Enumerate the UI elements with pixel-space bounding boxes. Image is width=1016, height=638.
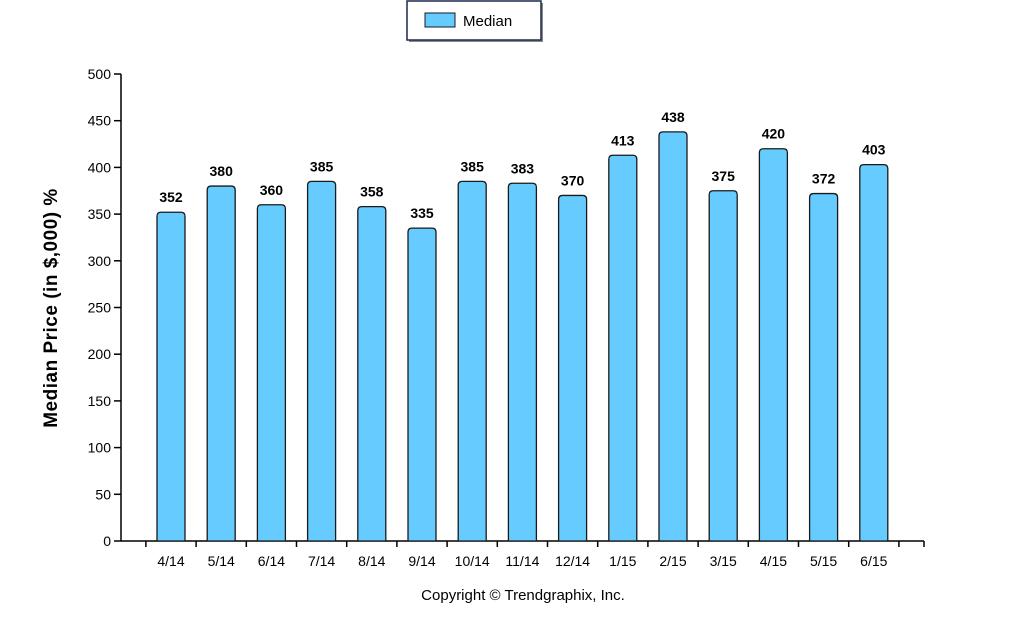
- data-label: 360: [260, 182, 284, 198]
- data-label: 403: [862, 142, 886, 158]
- data-label: 358: [360, 184, 384, 200]
- y-tick-label: 250: [88, 300, 112, 316]
- legend: Median: [406, 0, 543, 42]
- bar-3-15: [708, 190, 738, 542]
- bar-5-14: [206, 185, 236, 542]
- data-label: 385: [461, 158, 485, 174]
- bar-4-15: [758, 148, 789, 542]
- y-tick-label: 100: [88, 440, 112, 456]
- x-tick-label: 10/14: [455, 553, 490, 569]
- y-tick-label: 400: [88, 159, 112, 175]
- bar-10-14: [457, 180, 487, 542]
- x-tick-label: 9/14: [408, 553, 435, 569]
- data-label: 380: [210, 163, 234, 179]
- y-axis-title: Median Price (in $,000) %: [41, 188, 62, 428]
- bar-5-15: [808, 192, 839, 542]
- data-label: 438: [661, 109, 685, 125]
- bar-7-14: [306, 180, 337, 542]
- x-tick-label: 7/14: [308, 553, 335, 569]
- copyright-text: Copyright © Trendgraphix, Inc.: [421, 587, 625, 604]
- bar-6-15: [859, 163, 889, 542]
- bar-1-15: [608, 154, 638, 542]
- y-tick-label: 300: [88, 253, 112, 269]
- bar-12-14: [557, 194, 588, 542]
- bar-8-14: [357, 205, 387, 542]
- bar-4-14: [156, 211, 186, 542]
- bar-6-14: [256, 204, 287, 542]
- data-label: 420: [762, 126, 786, 142]
- bar-11-14: [507, 182, 538, 542]
- x-tick-label: 3/15: [710, 553, 737, 569]
- y-tick-label: 0: [103, 533, 111, 549]
- x-axis: 4/14 5/14 6/14 7/14 8/14 9/14 10/14 11/14 12/14 1…: [121, 540, 925, 569]
- data-labels: 352 380 360 385 358 335 385 383 370 413 438 375 420 3…: [159, 109, 885, 221]
- x-tick-label: 5/14: [208, 553, 235, 569]
- bar-9-14: [407, 227, 437, 542]
- y-tick-label: 50: [95, 486, 111, 502]
- data-label: 370: [561, 172, 585, 188]
- data-label: 335: [410, 205, 434, 221]
- x-tick-label: 6/14: [258, 553, 285, 569]
- y-tick-label: 200: [88, 346, 112, 362]
- bars: [156, 131, 889, 542]
- y-tick-label: 500: [88, 66, 112, 82]
- legend-label-median: Median: [463, 13, 512, 30]
- y-tick-label: 350: [88, 206, 112, 222]
- x-tick-label: 5/15: [810, 553, 837, 569]
- y-tick-label: 150: [88, 393, 112, 409]
- x-tick-label: 1/15: [609, 553, 636, 569]
- data-label: 383: [511, 160, 535, 176]
- legend-swatch-median: [424, 12, 456, 28]
- x-tick-label: 8/14: [358, 553, 385, 569]
- y-axis: 0 50 100 150 200 250 300 350 400 450 500: [88, 66, 122, 549]
- x-tick-label: 12/14: [555, 553, 590, 569]
- x-tick-label: 4/15: [760, 553, 787, 569]
- data-label: 352: [159, 189, 183, 205]
- x-tick-label: 11/14: [505, 553, 539, 569]
- data-label: 385: [310, 158, 334, 174]
- data-label: 413: [611, 132, 635, 148]
- x-tick-label: 2/15: [659, 553, 686, 569]
- x-tick-label: 6/15: [860, 553, 887, 569]
- x-tick-label: 4/14: [157, 553, 184, 569]
- bar-2-15: [658, 131, 688, 542]
- data-label: 372: [812, 171, 836, 187]
- data-label: 375: [712, 168, 736, 184]
- y-tick-label: 450: [88, 113, 112, 129]
